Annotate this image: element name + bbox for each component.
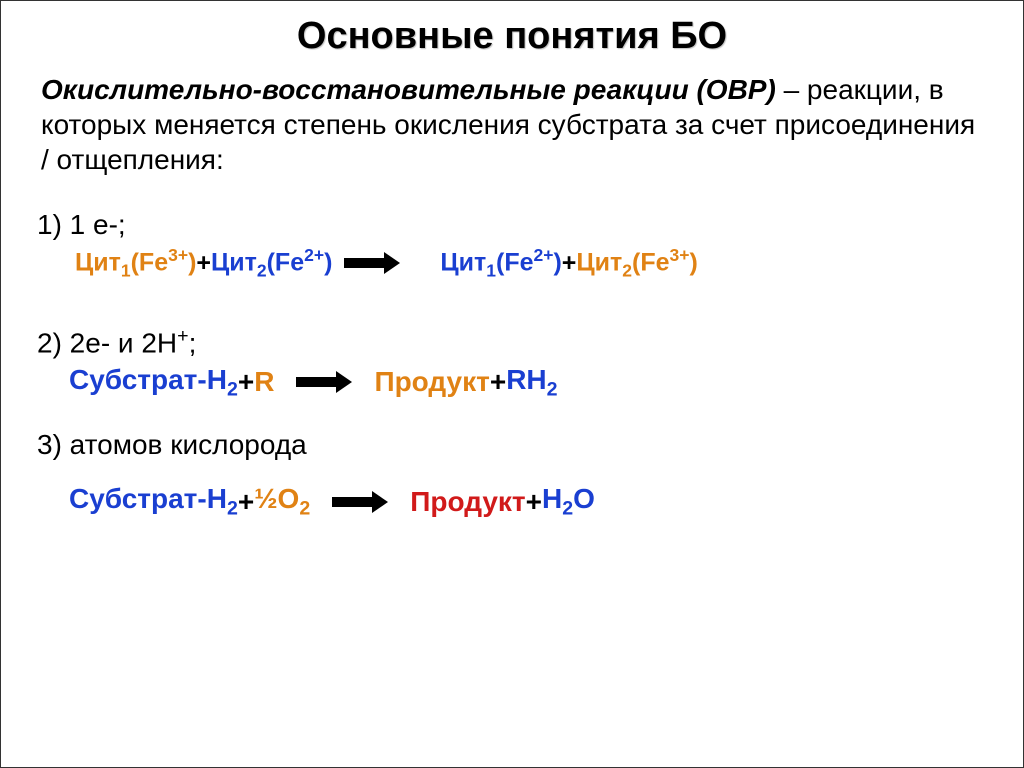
slide-title: Основные понятия БО [37, 15, 987, 58]
f3-o2: ½О2 [254, 483, 310, 521]
formula-2: Субстрат-Н2 + R Продукт + RH2 [37, 364, 987, 402]
arrow-icon [344, 255, 400, 271]
f2-plus-1: + [238, 366, 254, 398]
f3-product: Продукт [410, 486, 525, 518]
f1-lhs-a: Цит1(Fe3+) [75, 245, 196, 281]
f3-h2o: Н2О [542, 483, 595, 521]
list-item-2: 2) 2е- и 2Н+; [37, 325, 987, 359]
formula-3: Субстрат-Н2 + ½О2 Продукт + Н2О [37, 483, 987, 521]
list-item-3: 3) атомов кислорода [37, 429, 987, 461]
f1-plus-1: + [196, 249, 211, 278]
arrow-icon [332, 494, 388, 510]
arrow-icon [296, 374, 352, 390]
f1-rhs-a: Цит1(Fe2+) [440, 245, 561, 281]
f2-substrate: Субстрат-Н2 [69, 364, 238, 402]
f2-r: R [254, 366, 274, 398]
f1-rhs-b: Цит2(Fe3+) [576, 245, 697, 281]
f2-plus-2: + [490, 366, 506, 398]
f3-substrate: Субстрат-Н2 [69, 483, 238, 521]
definition-block: Окислительно-восстановительные реакции (… [37, 72, 987, 177]
f3-plus-1: + [238, 486, 254, 518]
slide-container: Основные понятия БО Окислительно-восстан… [0, 0, 1024, 768]
f1-lhs-b: Цит2(Fe2+) [211, 245, 332, 281]
f2-product: Продукт [374, 366, 489, 398]
f1-plus-2: + [562, 249, 577, 278]
list-item-1: 1) 1 е-; [37, 209, 987, 241]
f2-rh2: RH2 [506, 364, 557, 402]
f3-plus-2: + [526, 486, 542, 518]
formula-1: Цит1(Fe3+) + Цит2(Fe2+) Цит1(Fe2+) + Цит… [37, 245, 987, 281]
definition-term: Окислительно-восстановительные реакции (… [41, 74, 776, 105]
